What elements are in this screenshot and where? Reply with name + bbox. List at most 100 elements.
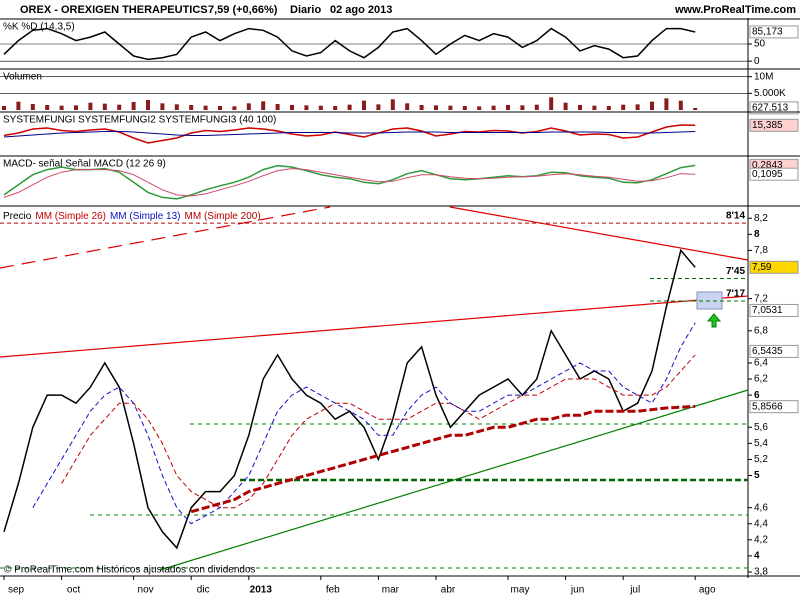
x-tick-label: feb <box>326 585 340 596</box>
volume-bar <box>246 103 251 110</box>
y-tick-label: 0 <box>754 56 760 67</box>
x-tick-label: abr <box>441 585 456 596</box>
volume-bar <box>664 98 669 110</box>
volume-bar <box>405 103 410 110</box>
volume-bar <box>218 106 222 110</box>
x-tick-label: 2013 <box>250 585 273 596</box>
volume-bar <box>59 105 64 110</box>
legend-entry: MM (Simple 26) <box>35 211 106 222</box>
volume-bar <box>390 99 395 110</box>
volume-bar <box>45 105 50 110</box>
value-marker-label: 85,173 <box>752 27 783 38</box>
value-marker <box>749 118 799 132</box>
value-marker-label: 15,385 <box>752 120 783 131</box>
value-marker-label: 7,59 <box>752 262 772 273</box>
volume-bar <box>146 100 150 110</box>
series-line <box>3 27 696 61</box>
panel-title: Volumen <box>3 72 42 83</box>
volume-bar <box>16 101 21 110</box>
y-tick-label: 5,2 <box>754 454 768 465</box>
volume-bar <box>232 106 237 110</box>
volume-bar <box>678 100 683 110</box>
y-tick-label: 8 <box>754 229 760 240</box>
value-marker-label: 7,0531 <box>752 305 783 316</box>
y-tick-label: 6,8 <box>754 325 768 336</box>
volume-bar <box>621 104 626 110</box>
value-marker <box>749 303 799 317</box>
y-tick-label: 4,4 <box>754 518 768 529</box>
volume-bar <box>434 105 438 110</box>
series-line <box>3 164 696 200</box>
price: 7,59 (+0,66%) <box>208 4 278 16</box>
date: 02 ago 2013 <box>330 4 392 16</box>
site: www.ProRealTime.com <box>674 4 796 16</box>
volume-bar <box>693 107 698 110</box>
y-tick-label: 50 <box>754 39 766 50</box>
y-tick-label: 4 <box>754 551 760 562</box>
value-marker <box>749 167 799 181</box>
volume-bar <box>174 104 179 110</box>
volume-bar <box>304 105 309 110</box>
trendline <box>159 389 749 571</box>
y-tick-label: 4,6 <box>754 502 768 513</box>
value-marker-label: 627.513 <box>752 103 789 114</box>
value-marker-label: 5,8566 <box>752 401 783 412</box>
value-marker <box>749 260 799 274</box>
volume-bar <box>275 104 280 110</box>
value-marker <box>749 25 799 39</box>
series-line <box>3 131 696 138</box>
x-tick-label: may <box>511 585 530 596</box>
panel-title: MACD- señal Señal MACD (12 26 9) <box>3 159 166 170</box>
value-marker <box>749 400 799 414</box>
target-box <box>696 291 723 310</box>
x-tick-label: oct <box>67 585 81 596</box>
x-tick-label: jun <box>570 585 584 596</box>
volume-bar <box>117 104 122 110</box>
y-tick-label: 5 <box>754 470 760 481</box>
volume-bar <box>160 103 165 110</box>
x-tick-label: nov <box>138 585 154 596</box>
y-tick-label: 5,6 <box>754 422 768 433</box>
volume-bar <box>635 104 640 110</box>
value-marker <box>749 344 799 358</box>
level-label: 7'17 <box>726 289 746 300</box>
legend-entry: MM (Simple 13) <box>110 211 181 222</box>
x-tick-label: jul <box>629 585 640 596</box>
volume-bar <box>491 105 496 110</box>
series-line <box>3 168 696 198</box>
volume-bar <box>290 105 294 110</box>
series-line <box>32 322 696 525</box>
trendline <box>0 206 331 269</box>
y-tick-label: 6 <box>754 390 760 401</box>
volume-bar <box>318 105 323 110</box>
legend-entry: MM (Simple 200) <box>185 211 261 222</box>
volume-bar <box>578 105 582 110</box>
footer: © ProRealTime.com Históricos ajustados c… <box>4 565 256 576</box>
volume-bar <box>448 105 453 110</box>
y-tick-label: 5,4 <box>754 438 768 449</box>
volume-bar <box>549 97 554 110</box>
panel-title: %K %D (14,3,5) <box>3 22 75 33</box>
y-tick-label: 3,8 <box>754 567 768 578</box>
trendline <box>449 206 749 261</box>
volume-bar <box>203 105 208 110</box>
period: Diario <box>290 4 321 16</box>
volume-bar <box>189 105 194 110</box>
volume-bar <box>376 104 381 110</box>
volume-bar <box>30 104 35 110</box>
value-marker-label: 6,5435 <box>752 346 783 357</box>
volume-bar <box>477 106 482 110</box>
trendline <box>0 295 749 358</box>
y-tick-label: 7,2 <box>754 293 768 304</box>
volume-bar <box>462 106 467 110</box>
volume-bar <box>606 106 611 110</box>
x-tick-label: dic <box>197 585 210 596</box>
level-label: 7'45 <box>726 266 746 277</box>
legend: Precio MM (Simple 26) MM (Simple 13) MM (Si… <box>3 211 261 222</box>
y-tick-label: 10M <box>754 71 773 82</box>
volume-bar <box>333 106 338 110</box>
volume-bar <box>347 104 352 110</box>
panel-title: SYSTEMFUNGI SYSTEMFUNGI2 SYSTEMFUNGI3 (4… <box>3 115 276 126</box>
x-tick-label: ago <box>699 585 716 596</box>
